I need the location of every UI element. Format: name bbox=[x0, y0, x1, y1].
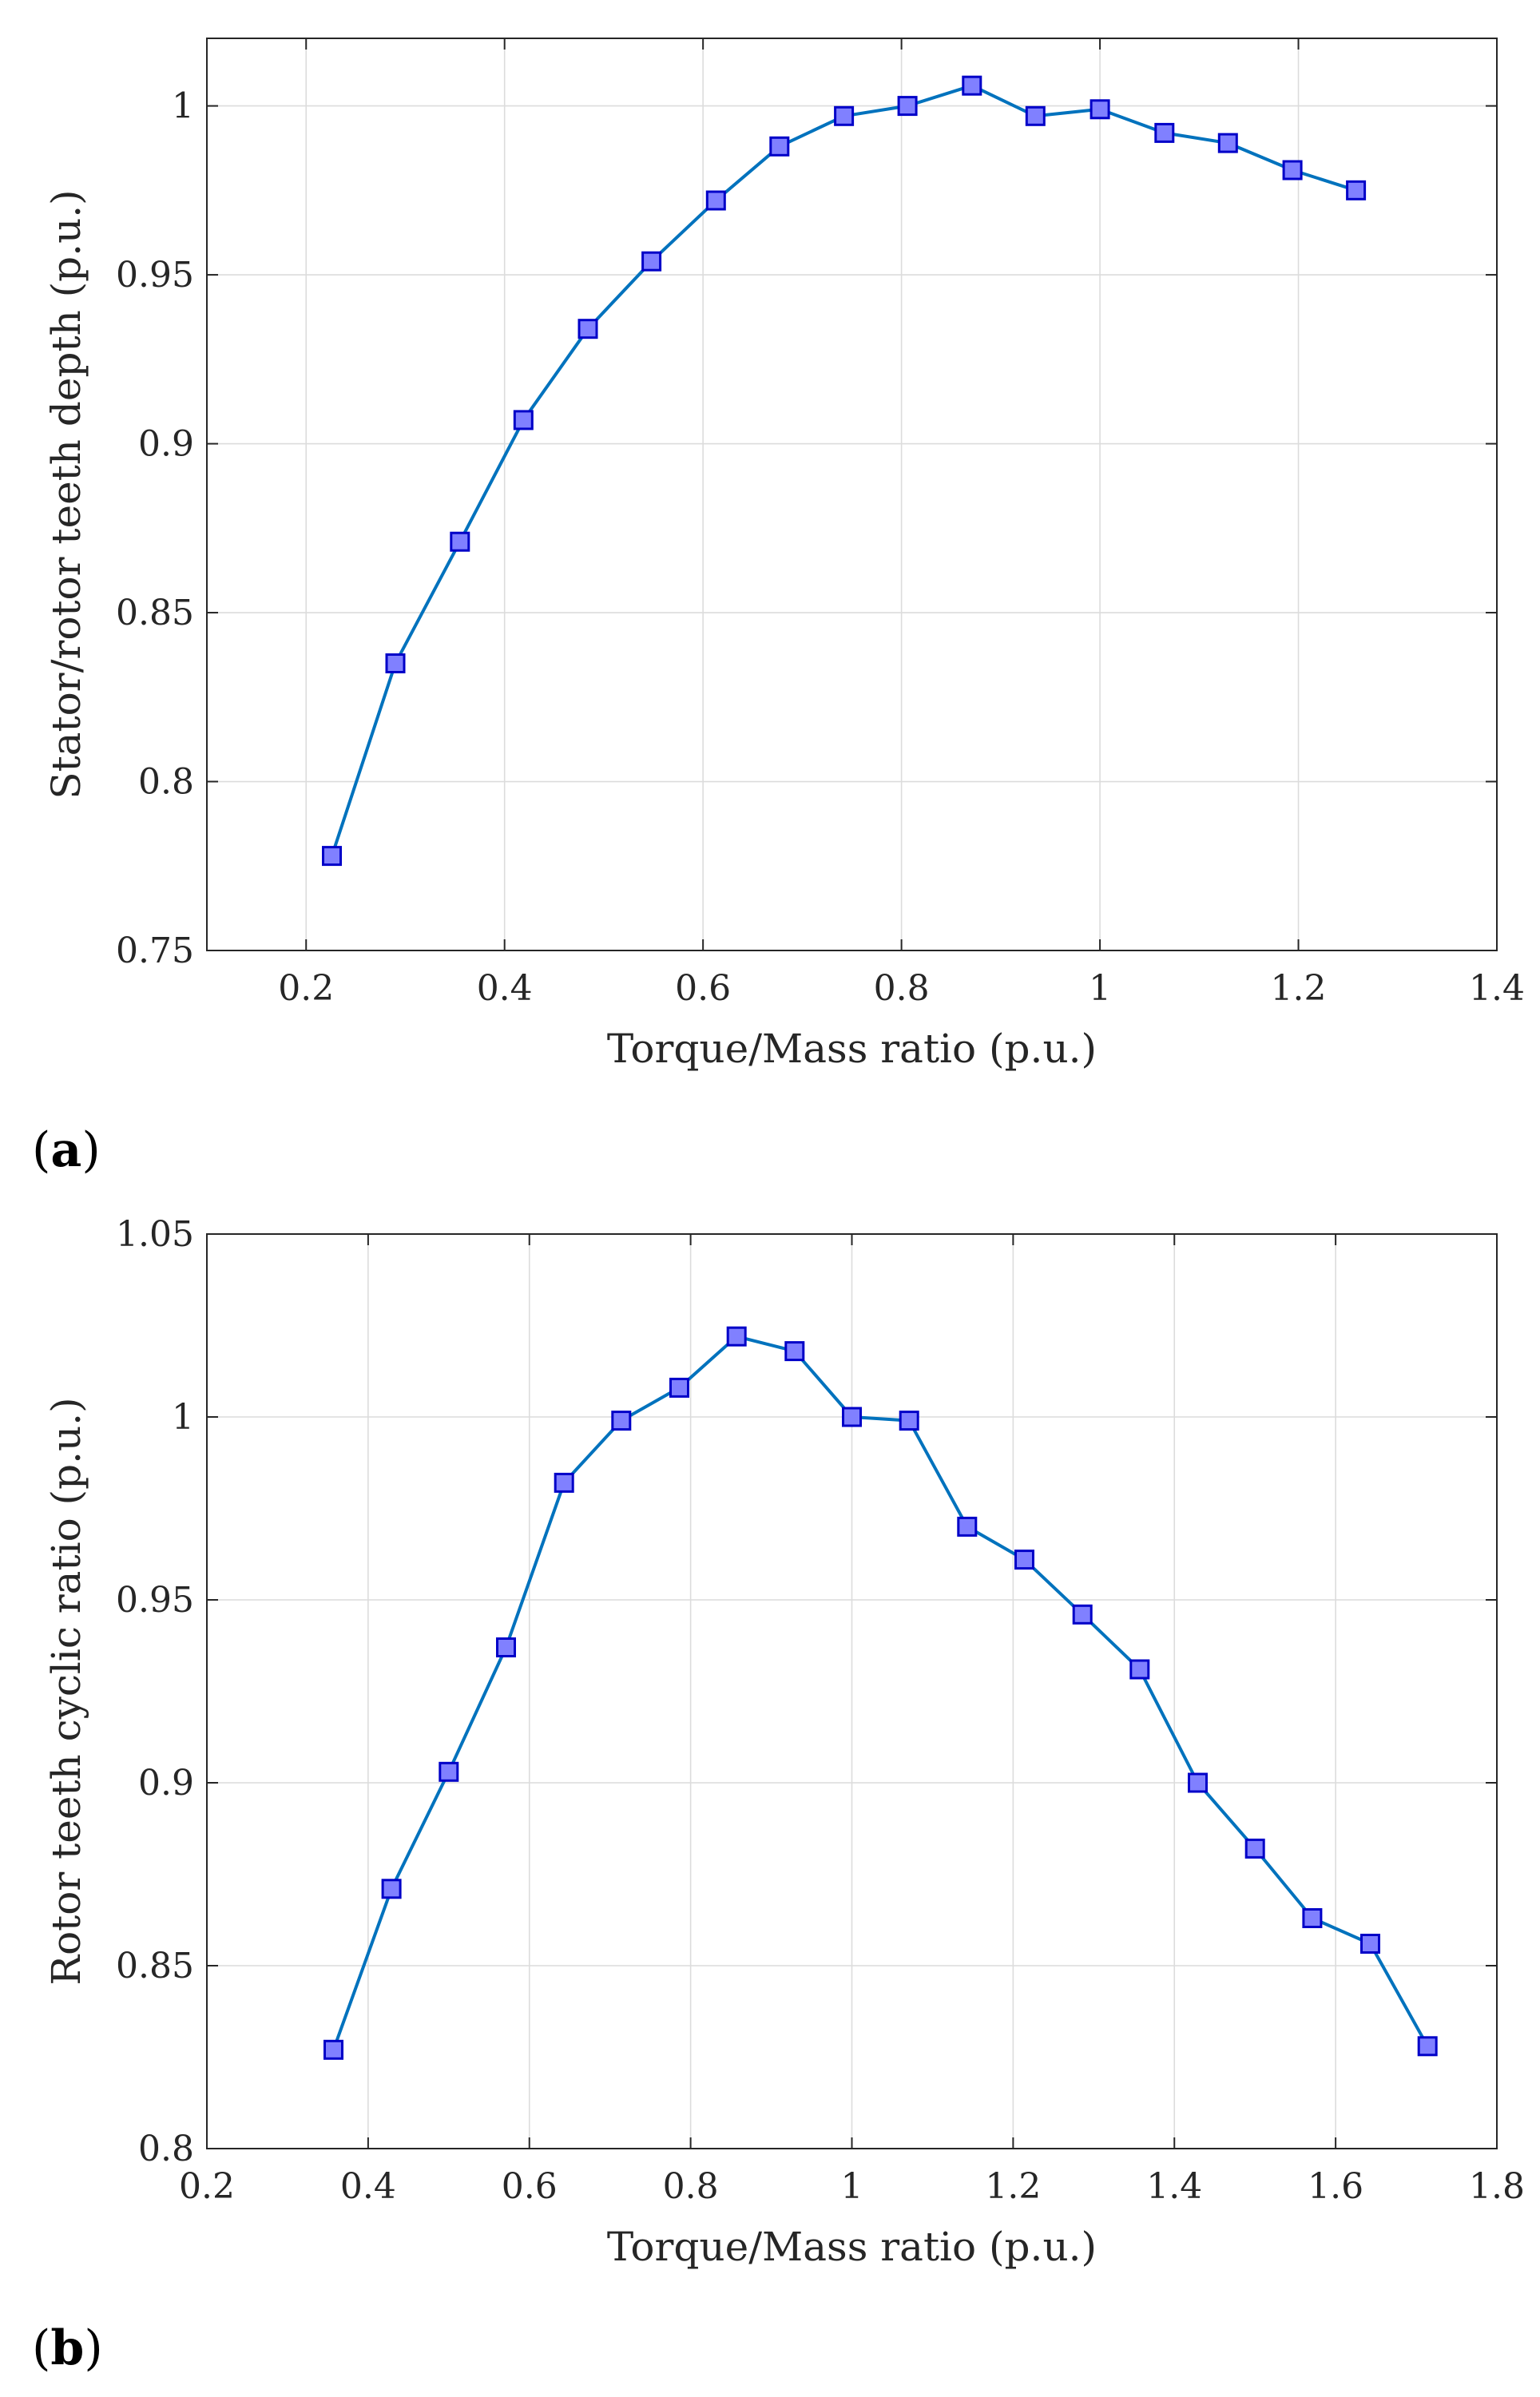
data-point bbox=[513, 410, 534, 431]
data-point bbox=[1282, 160, 1303, 181]
y-tick-label: 0.8 bbox=[138, 762, 194, 803]
data-point bbox=[450, 531, 470, 552]
axes-box bbox=[206, 1233, 1498, 2149]
data-point bbox=[385, 653, 406, 673]
y-tick-label: 0.9 bbox=[138, 1763, 194, 1804]
x-tick-label: 0.4 bbox=[477, 968, 533, 1009]
data-point bbox=[1346, 180, 1367, 200]
data-point bbox=[1217, 133, 1238, 153]
data-point bbox=[323, 2039, 343, 2060]
data-point bbox=[322, 846, 342, 867]
x-tick-label: 1.6 bbox=[1308, 2166, 1363, 2207]
x-tick-label: 0.8 bbox=[874, 968, 930, 1009]
y-tick-label: 0.95 bbox=[116, 255, 194, 296]
x-tick-label: 0.6 bbox=[675, 968, 731, 1009]
x-tick-label: 1.2 bbox=[985, 2166, 1041, 2207]
y-axis-label: Stator/rotor teeth depth (p.u.) bbox=[43, 189, 89, 799]
data-point bbox=[834, 105, 855, 126]
x-tick-label: 1.2 bbox=[1271, 968, 1327, 1009]
data-point bbox=[962, 75, 982, 96]
data-point bbox=[897, 96, 918, 117]
y-tick-label: 0.85 bbox=[116, 593, 194, 633]
plot-area bbox=[207, 38, 1497, 950]
y-tick-label: 1 bbox=[172, 86, 194, 127]
data-point bbox=[1072, 1604, 1093, 1625]
data-point bbox=[669, 1377, 689, 1398]
data-point bbox=[769, 136, 790, 157]
y-tick-label: 0.85 bbox=[116, 1946, 194, 1986]
data-point bbox=[1014, 1550, 1034, 1570]
y-axis-label: Rotor teeth cyclic ratio (p.u.) bbox=[43, 1397, 89, 1985]
y-tick-label: 0.9 bbox=[138, 424, 194, 465]
data-point bbox=[1090, 99, 1110, 120]
x-tick-label: 1 bbox=[841, 2166, 863, 2207]
y-tick-label: 0.95 bbox=[116, 1580, 194, 1621]
data-point bbox=[578, 319, 598, 339]
x-axis-label: Torque/Mass ratio (p.u.) bbox=[607, 2224, 1097, 2270]
x-tick-label: 1.4 bbox=[1146, 2166, 1202, 2207]
x-tick-label: 1 bbox=[1089, 968, 1111, 1009]
x-tick-label: 0.8 bbox=[663, 2166, 719, 2207]
data-point bbox=[726, 1326, 747, 1347]
y-tick-label: 1 bbox=[172, 1397, 194, 1438]
data-point bbox=[1417, 2036, 1438, 2057]
data-point bbox=[554, 1472, 574, 1493]
x-tick-label: 0.2 bbox=[179, 2166, 235, 2207]
chart-a: 0.2 0.4 0.6 0.8 1 1.2 1.4 0.75 0.8 0.85 0.9 0.95 1 To… bbox=[43, 38, 1525, 1072]
x-tick-label: 1.8 bbox=[1469, 2166, 1525, 2207]
data-point bbox=[1360, 1934, 1380, 1954]
panel-label-a: (a) bbox=[32, 1122, 101, 1178]
data-point bbox=[439, 1761, 459, 1782]
x-tick-label: 1.4 bbox=[1469, 968, 1525, 1009]
data-point bbox=[784, 1341, 805, 1362]
data-point bbox=[381, 1879, 402, 1899]
y-tick-label: 0.8 bbox=[138, 2129, 194, 2169]
data-point bbox=[705, 190, 726, 211]
series-line bbox=[331, 1335, 1429, 2050]
data-point bbox=[1188, 1772, 1208, 1793]
data-point bbox=[1129, 1659, 1150, 1680]
data-point bbox=[611, 1411, 632, 1431]
data-point bbox=[1154, 122, 1175, 143]
data-point bbox=[1025, 105, 1046, 126]
y-tick-label: 1.05 bbox=[116, 1214, 194, 1255]
data-point bbox=[957, 1516, 978, 1537]
data-point bbox=[1302, 1908, 1323, 1928]
data-point bbox=[641, 251, 662, 272]
panel-label-b: (b) bbox=[32, 2320, 103, 2376]
data-point bbox=[1244, 1838, 1265, 1859]
x-tick-label: 0.4 bbox=[340, 2166, 396, 2207]
data-point bbox=[842, 1407, 862, 1427]
axes-box bbox=[206, 38, 1498, 951]
data-point bbox=[899, 1411, 919, 1431]
x-axis-label: Torque/Mass ratio (p.u.) bbox=[607, 1026, 1097, 1072]
y-tick-label: 0.75 bbox=[116, 931, 194, 971]
x-tick-label: 0.2 bbox=[278, 968, 334, 1009]
x-tick-label: 0.6 bbox=[502, 2166, 558, 2207]
data-point bbox=[496, 1637, 516, 1657]
chart-b: 0.2 0.4 0.6 0.8 1 1.2 1.4 1.6 1.8 0.8 0.85 0.9 0.95 1… bbox=[43, 1214, 1525, 2270]
